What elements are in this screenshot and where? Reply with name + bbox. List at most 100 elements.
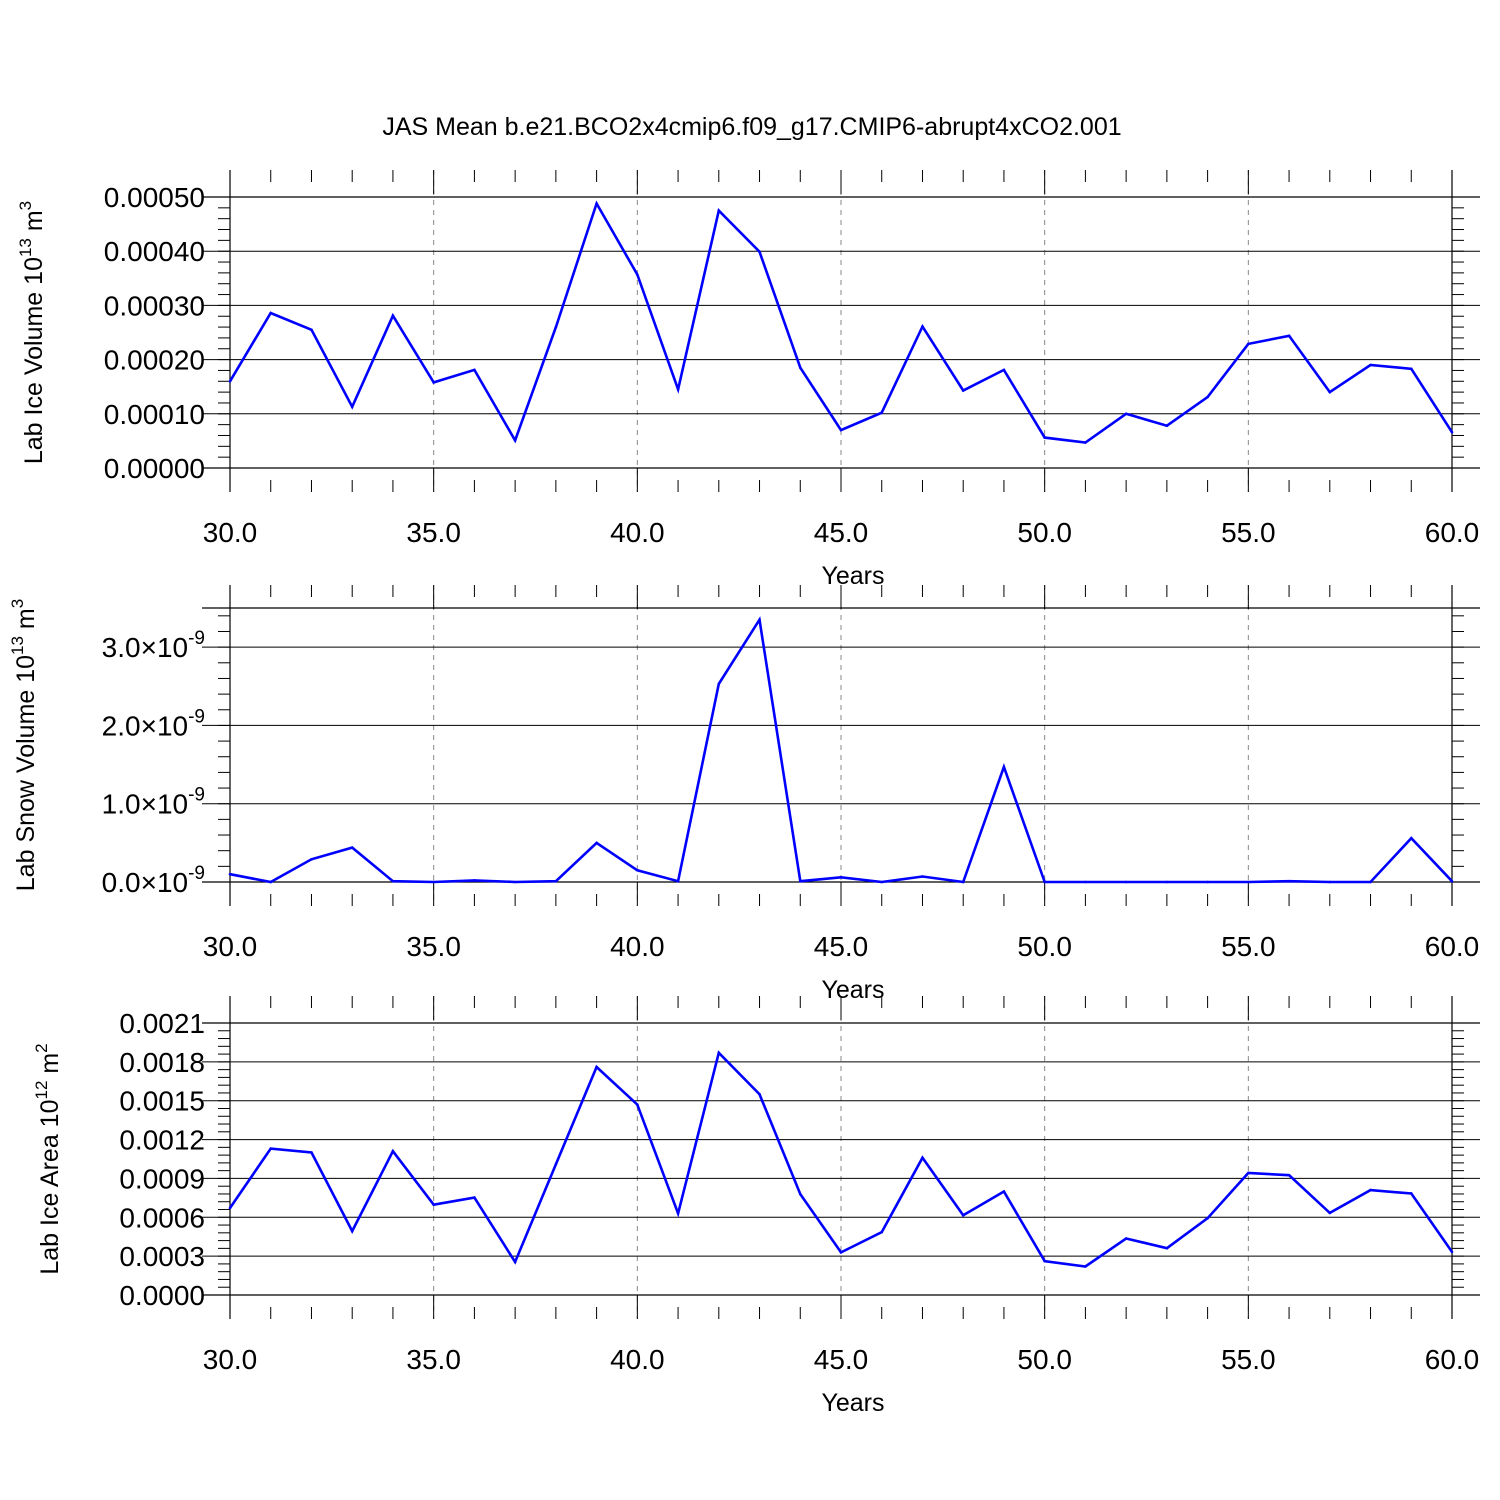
data-point bbox=[391, 1149, 395, 1153]
x-tick-label: 35.0 bbox=[406, 931, 461, 962]
data-point bbox=[1328, 390, 1332, 394]
data-point bbox=[717, 682, 721, 686]
data-point bbox=[636, 868, 639, 872]
y-tick-label: 0.0015 bbox=[119, 1086, 205, 1117]
figure-title: JAS Mean b.e21.BCO2x4cmip6.f09_g17.CMIP6… bbox=[382, 113, 1121, 141]
data-point bbox=[1043, 1259, 1046, 1263]
data-point bbox=[350, 846, 354, 849]
data-point bbox=[676, 1212, 680, 1215]
data-point bbox=[432, 381, 435, 384]
data-point bbox=[1369, 880, 1372, 884]
data-point bbox=[880, 880, 884, 884]
data-point bbox=[961, 880, 965, 884]
data-point bbox=[554, 325, 558, 329]
y-tick-label: 0.00030 bbox=[104, 290, 205, 321]
data-point bbox=[473, 368, 476, 372]
y-tick-label: 3.0×10-9 bbox=[102, 628, 205, 663]
x-axis-label: Years bbox=[821, 976, 884, 1004]
data-point bbox=[269, 1147, 273, 1150]
data-point bbox=[1369, 1188, 1372, 1192]
data-point bbox=[473, 1196, 476, 1199]
data-point bbox=[798, 1192, 802, 1196]
x-tick-label: 60.0 bbox=[1425, 1344, 1480, 1375]
data-point bbox=[758, 250, 761, 254]
data-point bbox=[1409, 367, 1413, 371]
data-point bbox=[513, 880, 517, 884]
x-tick-label: 45.0 bbox=[814, 1344, 869, 1375]
data-point bbox=[1206, 395, 1209, 399]
data-point bbox=[228, 1206, 232, 1210]
data-point bbox=[961, 1214, 965, 1217]
data-point bbox=[432, 1203, 435, 1207]
data-point bbox=[1287, 334, 1291, 338]
data-point bbox=[717, 1051, 721, 1055]
x-tick-label: 45.0 bbox=[814, 517, 869, 548]
y-tick-label: 0.0006 bbox=[119, 1202, 205, 1233]
y-tick-label: 0.0000 bbox=[119, 1280, 205, 1311]
x-tick-label: 55.0 bbox=[1221, 517, 1276, 548]
data-point bbox=[1165, 880, 1169, 884]
data-point bbox=[1084, 1265, 1087, 1268]
y-tick-label: 0.00020 bbox=[104, 345, 205, 376]
x-tick-label: 50.0 bbox=[1017, 931, 1072, 962]
y-axis-label: Lab Snow Volume 1013 m3 bbox=[8, 599, 40, 891]
panel-3: 0.0000 0.0003 0.0006 0.0009 0.0012 0.0015 0.00… bbox=[32, 996, 1480, 1417]
data-point bbox=[513, 1260, 517, 1264]
y-tick-label: 0.00040 bbox=[104, 236, 205, 267]
data-point bbox=[310, 328, 313, 332]
x-tick-label: 30.0 bbox=[203, 1344, 258, 1375]
data-point bbox=[1002, 1190, 1006, 1193]
data-point bbox=[1450, 1250, 1454, 1254]
y-tick-label: 0.0009 bbox=[119, 1163, 205, 1194]
data-point bbox=[1369, 363, 1372, 367]
data-point bbox=[921, 875, 924, 878]
data-point bbox=[676, 879, 680, 883]
y-tick-label: 0.0018 bbox=[119, 1047, 205, 1078]
data-point bbox=[636, 1103, 639, 1106]
x-tick-label: 60.0 bbox=[1425, 517, 1480, 548]
data-point bbox=[228, 379, 232, 383]
data-point bbox=[1124, 1237, 1128, 1240]
data-point bbox=[391, 879, 395, 883]
panels: 0.00000 0.00010 0.00020 0.00030 0.00040 0.000… bbox=[8, 170, 1480, 1417]
data-point bbox=[1287, 879, 1291, 883]
x-tick-label: 40.0 bbox=[610, 931, 665, 962]
data-point bbox=[350, 1229, 354, 1233]
data-point bbox=[798, 879, 802, 883]
y-axis-label: Lab Ice Area 1012 m2 bbox=[32, 1043, 64, 1274]
data-point bbox=[1328, 880, 1332, 884]
data-point bbox=[1084, 880, 1087, 884]
y-tick-label: 0.00000 bbox=[104, 453, 205, 484]
data-point bbox=[798, 366, 802, 370]
x-tick-label: 60.0 bbox=[1425, 931, 1480, 962]
data-point bbox=[1043, 436, 1046, 439]
data-point bbox=[228, 872, 232, 876]
panel-1: 0.00000 0.00010 0.00020 0.00030 0.00040 0.000… bbox=[16, 170, 1480, 590]
y-tick-label: 0.00010 bbox=[104, 399, 205, 430]
data-point bbox=[758, 618, 761, 622]
x-tick-label: 55.0 bbox=[1221, 931, 1276, 962]
data-point bbox=[880, 411, 884, 415]
data-point bbox=[310, 857, 313, 861]
y-tick-label: 0.00050 bbox=[104, 182, 205, 213]
data-point bbox=[1287, 1173, 1291, 1177]
y-tick-label: 0.0021 bbox=[119, 1008, 205, 1039]
x-tick-label: 30.0 bbox=[203, 931, 258, 962]
data-point bbox=[1450, 430, 1454, 434]
data-point bbox=[391, 314, 395, 317]
data-point bbox=[758, 1092, 761, 1096]
x-tick-label: 50.0 bbox=[1017, 517, 1072, 548]
data-point bbox=[1043, 880, 1046, 884]
x-tick-label: 35.0 bbox=[406, 1344, 461, 1375]
x-tick-label: 55.0 bbox=[1221, 1344, 1276, 1375]
data-point bbox=[839, 1251, 843, 1254]
data-point bbox=[1409, 836, 1413, 840]
data-point bbox=[513, 439, 517, 442]
data-point bbox=[839, 428, 843, 432]
data-point bbox=[595, 841, 598, 845]
data-point bbox=[1165, 1246, 1169, 1250]
data-point bbox=[473, 879, 476, 882]
data-point bbox=[1165, 424, 1169, 428]
panel-2: 0.0×10-9 1.0×10-9 2.0×10-9 3.0×10-9 30.0 35.0… bbox=[8, 585, 1480, 1004]
